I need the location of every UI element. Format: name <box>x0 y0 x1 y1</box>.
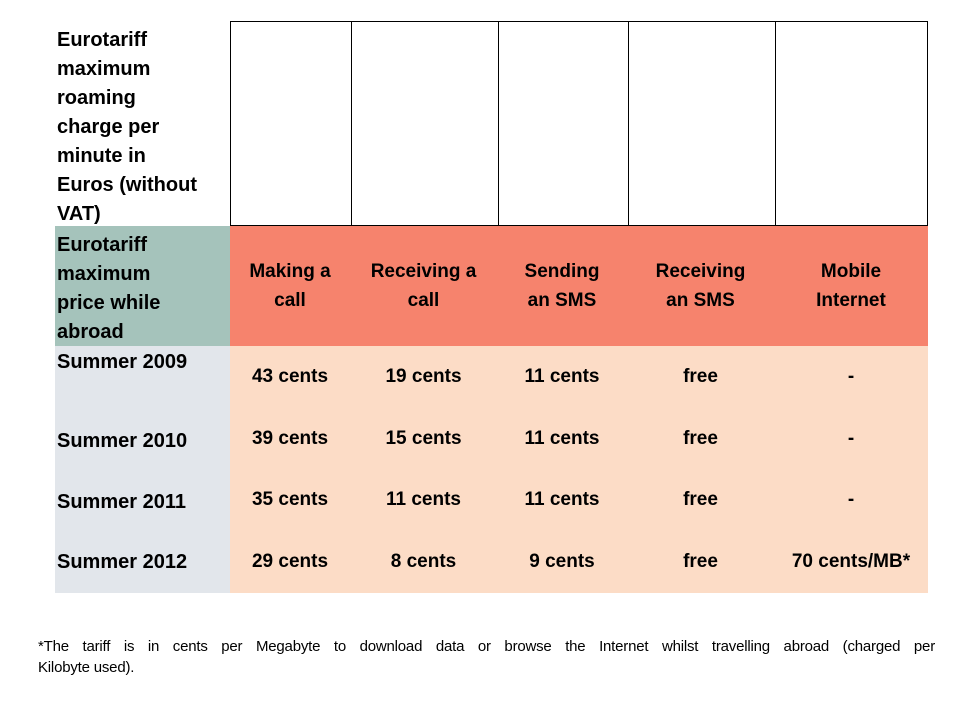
table-cell: 70 cents/MB* <box>791 551 911 573</box>
table-cell: 29 cents <box>251 551 329 573</box>
row-label-summer-2010: Summer 2010 <box>57 430 188 453</box>
table-cell: 11 cents <box>386 489 461 511</box>
column-header-receiving-an-sms: Receiving an SMS <box>655 261 746 311</box>
empty-cell <box>498 22 628 225</box>
table-cell: free <box>683 489 718 511</box>
table-cell: 8 cents <box>390 551 457 573</box>
column-header-row: Making a call Receiving a call Sending a… <box>230 226 928 346</box>
footnote: *The tariff is in cents per Megabyte to … <box>38 636 935 678</box>
footnote-line-2: Kilobyte used). <box>38 659 135 676</box>
table-cell: 39 cents <box>251 427 329 449</box>
table-cell: 43 cents <box>251 365 329 387</box>
table-cell: 11 cents <box>524 365 600 387</box>
column-header-receiving-a-call: Receiving a call <box>370 261 477 311</box>
table-cell: 15 cents <box>385 427 462 449</box>
table-cell: 19 cents <box>385 365 462 387</box>
row-header-cell: Eurotariff maximum price while abroad <box>55 226 230 346</box>
table-cell: - <box>847 489 855 511</box>
table-cell: 9 cents <box>529 551 595 573</box>
table-cell: - <box>847 427 855 449</box>
empty-cell <box>351 22 498 225</box>
table-cell: 11 cents <box>524 427 600 449</box>
column-header-making-a-call: Making a call <box>249 261 331 311</box>
column-header-mobile-internet: Mobile Internet <box>816 261 886 311</box>
empty-header-row <box>230 21 928 226</box>
row-label-summer-2009: Summer 2009 <box>57 351 188 373</box>
empty-cell <box>775 22 929 225</box>
empty-cell <box>231 22 351 225</box>
column-header-sending-an-sms: Sending an SMS <box>524 261 600 311</box>
empty-cell <box>628 22 775 225</box>
row-label-summer-2012: Summer 2012 <box>57 551 188 574</box>
table-cell: free <box>683 427 718 449</box>
table-cell: free <box>683 365 718 387</box>
table-title: Eurotariff maximum roaming charge per mi… <box>57 29 197 225</box>
table-cell: 11 cents <box>524 489 600 511</box>
table-cell: free <box>683 551 718 573</box>
table-cell: 35 cents <box>251 489 329 511</box>
row-label-column: Summer 2009 Summer 2010 Summer 2011 Summ… <box>55 346 230 593</box>
footnote-line-1: *The tariff is in cents per Megabyte to … <box>38 638 935 655</box>
table-cell: - <box>847 365 855 387</box>
row-label-summer-2011: Summer 2011 <box>57 490 186 513</box>
data-table-body: 43 cents 19 cents 11 cents free - 39 cen… <box>230 346 928 593</box>
